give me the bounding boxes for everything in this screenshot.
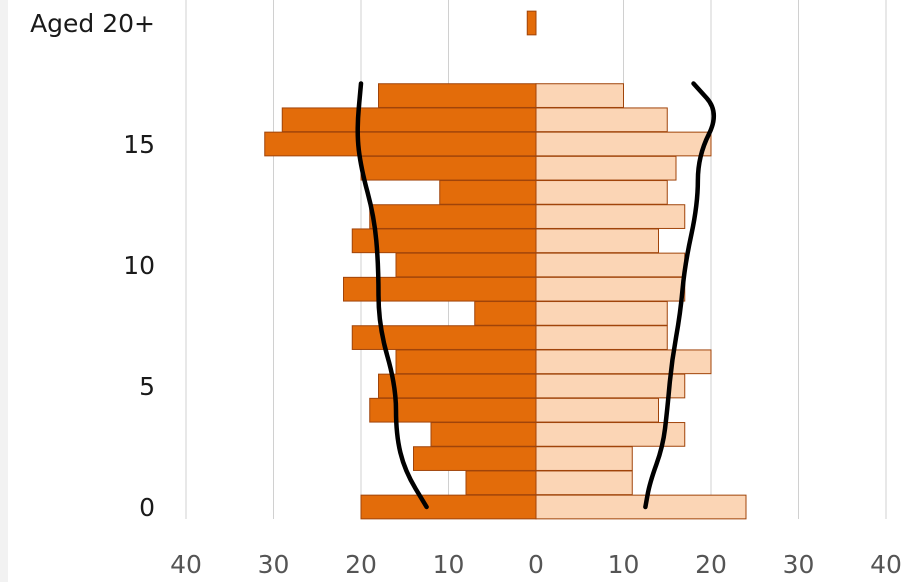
y-tick-label: 15 — [123, 130, 155, 159]
bar-left-15 — [264, 131, 537, 157]
bar-right-8 — [535, 301, 668, 326]
bar-left-12 — [369, 204, 537, 229]
bar-right-1 — [535, 470, 633, 496]
bar-right-17 — [535, 83, 624, 108]
x-tick-label: 10 — [608, 550, 640, 579]
bar-left-5 — [378, 373, 537, 399]
bar-left-8 — [474, 301, 537, 326]
x-tick-label: 30 — [258, 550, 290, 579]
bar-left-1 — [465, 470, 537, 496]
bar-left-3 — [430, 422, 537, 447]
y-tick-label: 10 — [123, 251, 155, 280]
bar-left-17 — [378, 83, 537, 108]
bar-left-13 — [439, 180, 537, 205]
bar-left-14 — [360, 155, 537, 181]
bar-right-2 — [535, 446, 633, 471]
bar-right-6 — [535, 349, 712, 375]
y-tick-label: 0 — [139, 493, 155, 522]
bar-right-4 — [535, 397, 659, 423]
hand-drawn-curve-right — [643, 81, 716, 510]
bar-left-2 — [413, 446, 537, 471]
x-tick-label: 30 — [783, 550, 815, 579]
hand-drawn-curves — [355, 81, 716, 510]
y-tick-label: Aged 20+ — [30, 9, 155, 38]
bars — [264, 10, 747, 520]
bar-right-5 — [535, 373, 686, 399]
bar-right-12 — [535, 204, 686, 229]
bar-right-16 — [535, 107, 668, 133]
x-tick-label: 40 — [870, 550, 902, 579]
bar-right-14 — [535, 155, 677, 181]
bar-left-Aged20 — [526, 10, 537, 36]
y-tick-label: 5 — [139, 372, 155, 401]
x-tick-labels: 40 30 20 10 0 10 20 30 40 — [170, 550, 902, 579]
hand-drawn-curve-left — [355, 81, 429, 510]
bar-left-9 — [343, 276, 537, 302]
bar-left-0 — [360, 494, 537, 520]
x-tick-label: 0 — [528, 550, 544, 579]
x-tick-label: 20 — [695, 550, 727, 579]
y-tick-labels: 0 5 10 15 Aged 20+ — [30, 9, 155, 522]
bar-right-9 — [535, 276, 686, 302]
bar-right-0 — [535, 494, 747, 520]
x-tick-label: 10 — [433, 550, 465, 579]
bar-right-15 — [535, 131, 712, 157]
bar-right-11 — [535, 228, 659, 254]
bar-left-10 — [395, 252, 537, 278]
bar-right-10 — [535, 252, 686, 278]
bar-right-13 — [535, 180, 668, 205]
left-edge-strip — [0, 0, 8, 582]
bar-right-7 — [535, 325, 668, 350]
bar-left-11 — [351, 228, 537, 254]
x-tick-label: 20 — [345, 550, 377, 579]
bar-left-16 — [281, 107, 537, 133]
bar-left-6 — [395, 349, 537, 375]
x-tick-label: 40 — [170, 550, 202, 579]
